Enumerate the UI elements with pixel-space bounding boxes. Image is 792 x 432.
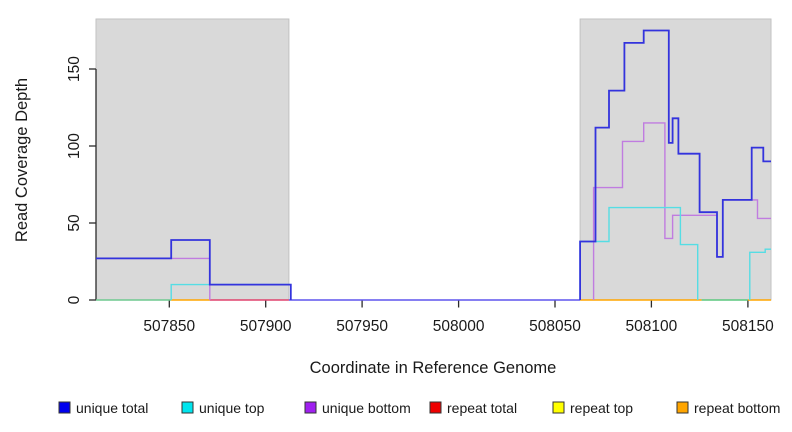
legend-label: unique top — [199, 400, 265, 416]
legend-item: unique bottom — [304, 400, 411, 416]
x-tick-label: 507900 — [240, 318, 292, 335]
legend-item: repeat total — [429, 400, 517, 416]
y-axis-title: Read Coverage Depth — [13, 78, 31, 242]
y-tick-label: 100 — [66, 133, 83, 159]
legend-label: unique total — [76, 400, 148, 416]
y-tick-label: 150 — [66, 56, 83, 82]
x-tick-label: 508100 — [626, 318, 678, 335]
legend-swatch-icon — [429, 401, 442, 414]
legend-label: repeat total — [447, 400, 517, 416]
legend-swatch-icon — [58, 401, 71, 414]
legend-swatch-icon — [181, 401, 194, 414]
legend-item: repeat top — [552, 400, 633, 416]
legend-swatch-icon — [676, 401, 689, 414]
legend-item: unique top — [181, 400, 265, 416]
x-axis-title: Coordinate in Reference Genome — [310, 359, 557, 377]
masked-region-band — [95, 18, 290, 301]
masked-region-band — [579, 18, 772, 301]
legend-label: repeat top — [570, 400, 633, 416]
legend: unique total unique top unique bottom repea… — [58, 400, 780, 416]
y-tick-label: 50 — [66, 214, 83, 232]
x-tick-label: 507850 — [143, 318, 195, 335]
legend-label: unique bottom — [322, 400, 411, 416]
x-tick-label: 507950 — [336, 318, 388, 335]
y-tick-label: 0 — [66, 295, 83, 304]
x-tick-label: 508050 — [529, 318, 581, 335]
legend-item: unique total — [58, 400, 148, 416]
axes: 0 50 100 150 507850 507900 507950 508000 508050 5… — [66, 56, 774, 335]
legend-label: repeat bottom — [694, 400, 780, 416]
x-tick-label: 508000 — [433, 318, 485, 335]
series-unique-total — [96, 29, 771, 300]
legend-swatch-icon — [304, 401, 317, 414]
x-tick-label: 508150 — [722, 318, 774, 335]
legend-item: repeat bottom — [676, 400, 780, 416]
series-lines — [96, 29, 771, 300]
masked-region-bands — [95, 18, 772, 301]
legend-swatch-icon — [552, 401, 565, 414]
